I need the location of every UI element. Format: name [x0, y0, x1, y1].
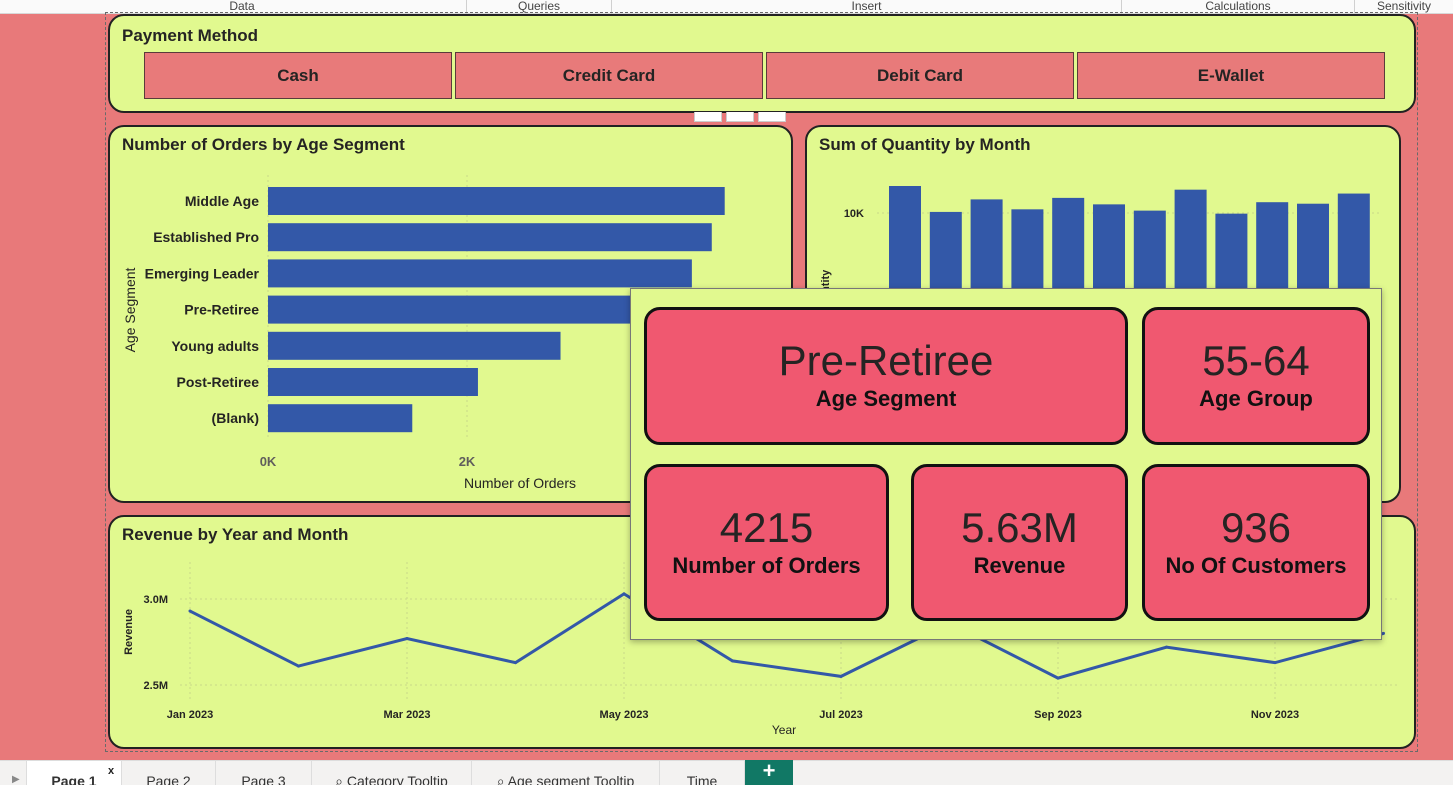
- y-tick-label: 2.5M: [144, 680, 168, 692]
- tab-category-tooltip[interactable]: ⌕ Category Tooltip: [312, 761, 472, 785]
- y-tick-label: Post-Retiree: [177, 374, 260, 390]
- y-tick-label: 10K: [844, 208, 864, 220]
- payment-e-wallet-button[interactable]: E-Wallet: [1077, 52, 1385, 99]
- kpi-orders-card: 4215 Number of Orders: [644, 464, 889, 621]
- kpi-age-segment-label: Age Segment: [815, 386, 957, 411]
- x-tick-label: Nov 2023: [1251, 709, 1299, 721]
- payment-method-title: Payment Method: [122, 26, 259, 45]
- tab-time[interactable]: Time: [660, 761, 745, 785]
- bar: [268, 368, 478, 396]
- tab-scroll-left-icon[interactable]: ▶: [12, 774, 20, 785]
- quantity-by-month-title: Sum of Quantity by Month: [819, 135, 1031, 154]
- y-axis-label: Age Segment: [122, 267, 138, 352]
- report-canvas-border: [105, 12, 1418, 752]
- x-axis-label: Year: [772, 723, 796, 737]
- payment-method-slicer: Payment Method Cash Credit Card Debit Ca…: [108, 14, 1416, 113]
- kpi-revenue-value: 5.63M: [961, 503, 1078, 551]
- ribbon-group-data[interactable]: Data: [18, 0, 467, 14]
- data-point: [731, 659, 734, 663]
- data-point: [622, 592, 626, 596]
- kpi-customers-value: 936: [1220, 503, 1292, 551]
- data-point: [405, 637, 409, 641]
- kpi-customers-card: 936 No Of Customers: [1142, 464, 1370, 621]
- data-point: [1273, 661, 1277, 665]
- more-options-icon[interactable]: [758, 112, 786, 122]
- y-tick-label: Young adults: [171, 338, 259, 354]
- tooltip-page-icon: ⌕: [335, 773, 347, 785]
- visual-header-icons: [694, 112, 786, 122]
- orders-by-age-title: Number of Orders by Age Segment: [122, 135, 405, 154]
- payment-debit-card-button[interactable]: Debit Card: [766, 52, 1074, 99]
- x-tick-label: May 2023: [600, 709, 649, 721]
- bar: [268, 295, 688, 324]
- x-axis-label: Number of Orders: [464, 475, 576, 491]
- ribbon-bar: Data Queries Insert Calculations Sensiti…: [0, 0, 1453, 14]
- kpi-age-group-card: 55-64 Age Group: [1142, 307, 1370, 445]
- bar: [268, 223, 712, 252]
- x-tick-label: Sep 2023: [1034, 709, 1082, 721]
- data-point: [1382, 631, 1385, 635]
- data-point: [297, 664, 300, 668]
- tab-age-segment-tooltip[interactable]: ⌕ Age segment Tooltip: [472, 761, 660, 785]
- x-tick-label: Jan 2023: [167, 709, 213, 721]
- kpi-revenue-card: 5.63M Revenue: [911, 464, 1128, 621]
- y-tick-label: Pre-Retiree: [184, 302, 259, 318]
- bar: [268, 331, 561, 360]
- y-tick-label: Emerging Leader: [145, 265, 260, 281]
- tab-page-2[interactable]: Page 2: [122, 761, 216, 785]
- tab-page-3[interactable]: Page 3: [216, 761, 312, 785]
- ribbon-group-insert[interactable]: Insert: [612, 0, 1122, 14]
- kpi-age-group-value: 55-64: [1202, 337, 1310, 384]
- page-tab-bar: Page 1 Page 2 Page 3 ⌕ Category Tooltip …: [0, 760, 1453, 785]
- x-tick-label: 2K: [459, 454, 476, 469]
- ribbon-group-queries[interactable]: Queries: [467, 0, 612, 14]
- data-point: [1056, 676, 1060, 680]
- kpi-age-group-label: Age Group: [1199, 386, 1313, 411]
- tooltip-page-icon: ⌕: [496, 773, 508, 785]
- tab-age-segment-tooltip-label: Age segment Tooltip: [507, 773, 635, 785]
- data-point: [839, 674, 843, 678]
- x-tick-label: 0K: [260, 454, 277, 469]
- kpi-customers-label: No Of Customers: [1165, 552, 1347, 578]
- data-point: [514, 661, 517, 665]
- data-point: [1165, 645, 1168, 649]
- kpi-orders-value: 4215: [719, 503, 814, 551]
- ribbon-group-sensitivity[interactable]: Sensitivity: [1376, 0, 1432, 13]
- y-axis-label: Revenue: [123, 609, 135, 655]
- payment-cash-button[interactable]: Cash: [144, 52, 452, 99]
- payment-credit-card-button[interactable]: Credit Card: [455, 52, 763, 99]
- y-tick-label: Middle Age: [185, 193, 259, 209]
- tab-page-1[interactable]: Page 1: [26, 761, 122, 785]
- kpi-orders-label: Number of Orders: [672, 552, 861, 578]
- y-tick-label: Established Pro: [153, 229, 259, 245]
- x-tick-label: Jul 2023: [819, 709, 862, 721]
- y-tick-label: (Blank): [212, 410, 259, 426]
- bar: [268, 404, 413, 433]
- x-tick-label: Mar 2023: [383, 709, 430, 721]
- add-page-button[interactable]: +: [745, 760, 793, 785]
- filter-icon[interactable]: [694, 112, 722, 122]
- kpi-revenue-label: Revenue: [973, 552, 1066, 578]
- tab-close-icon[interactable]: x: [108, 765, 115, 777]
- orders-by-age-chart[interactable]: Middle Age Established Pro Emerging Leader…: [110, 127, 791, 501]
- focus-mode-icon[interactable]: [726, 112, 754, 122]
- tab-category-tooltip-label: Category Tooltip: [346, 773, 448, 785]
- kpi-age-segment-value: Pre-Retiree: [778, 337, 994, 384]
- age-segment-tooltip: Pre-Retiree Age Segment 55-64 Age Group …: [630, 288, 1382, 640]
- revenue-by-month-title: Revenue by Year and Month: [122, 525, 349, 544]
- data-point: [188, 609, 192, 613]
- kpi-age-segment-card: Pre-Retiree Age Segment: [644, 307, 1128, 445]
- y-tick-label: 3.0M: [144, 594, 168, 606]
- ribbon-group-calculations[interactable]: Calculations: [1122, 0, 1355, 14]
- bar: [268, 259, 692, 288]
- bar: [268, 187, 725, 215]
- revenue-line: [189, 592, 1384, 680]
